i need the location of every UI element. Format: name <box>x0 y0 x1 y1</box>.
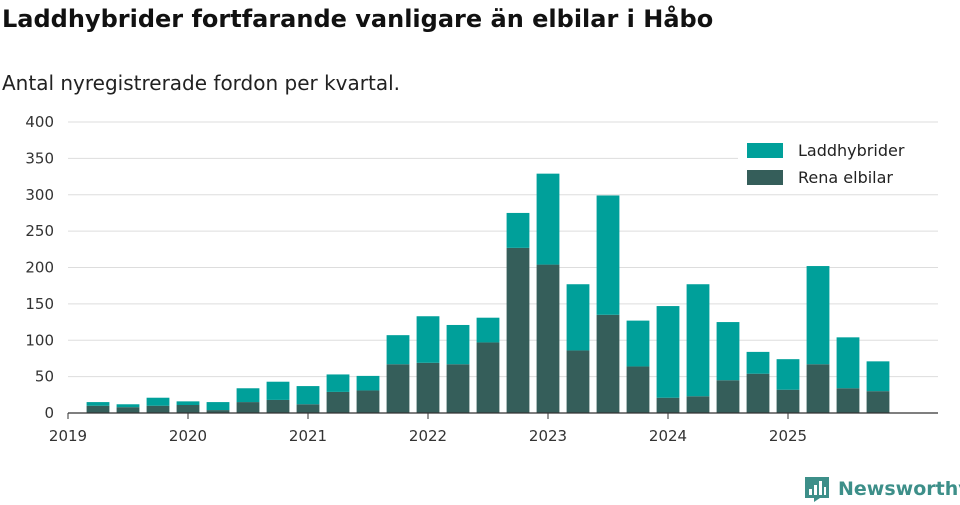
bar-rena-elbilar-20 <box>656 397 680 413</box>
chart-title: Laddhybrider fortfarande vanligare än el… <box>2 5 714 33</box>
x-tick-label: 2021 <box>289 427 327 445</box>
x-axis: 2019 2020 2021 2022 2023 2024 2025 <box>49 412 938 445</box>
x-tick-label: 2023 <box>529 427 567 445</box>
bar-laddhybrider-25 <box>806 266 830 365</box>
bar-laddhybrider-6 <box>236 388 260 403</box>
y-tick-label: 0 <box>44 404 54 422</box>
y-tick-label: 50 <box>35 368 54 386</box>
bar-rena-elbilar-27 <box>866 391 890 413</box>
y-tick-label: 400 <box>25 113 54 131</box>
bar-laddhybrider-27 <box>866 361 890 392</box>
bar-laddhybrider-19 <box>626 320 650 367</box>
bar-laddhybrider-22 <box>716 322 740 381</box>
x-tick-label: 2020 <box>169 427 207 445</box>
bar-laddhybrider-12 <box>416 316 440 363</box>
bar-laddhybrider-23 <box>746 351 770 374</box>
bar-rena-elbilar-22 <box>716 380 740 413</box>
legend-swatch <box>747 170 783 185</box>
bar-laddhybrider-5 <box>206 402 230 411</box>
bar-laddhybrider-16 <box>536 173 560 265</box>
bar-rena-elbilar-4 <box>176 404 200 413</box>
legend: Laddhybrider Rena elbilar <box>738 134 938 194</box>
bar-rena-elbilar-18 <box>596 314 620 413</box>
bar-rena-elbilar-11 <box>386 364 410 413</box>
x-tick-label: 2019 <box>49 427 87 445</box>
bar-rena-elbilar-10 <box>356 390 380 413</box>
y-tick-label: 350 <box>25 149 54 167</box>
y-axis-ticks: 0 50 100 150 200 250 300 350 400 <box>25 113 54 422</box>
bar-rena-elbilar-5 <box>206 410 230 413</box>
bar-laddhybrider-15 <box>506 212 530 248</box>
bar-rena-elbilar-17 <box>566 350 590 413</box>
bar-rena-elbilar-25 <box>806 364 830 413</box>
bar-laddhybrider-17 <box>566 284 590 351</box>
legend-label: Rena elbilar <box>798 168 893 187</box>
x-tick-label: 2024 <box>649 427 687 445</box>
bar-laddhybrider-21 <box>686 284 710 397</box>
bar-laddhybrider-13 <box>446 324 470 365</box>
bar-rena-elbilar-14 <box>476 342 500 413</box>
bar-laddhybrider-7 <box>266 381 290 400</box>
bar-rena-elbilar-19 <box>626 366 650 413</box>
x-tick-label: 2025 <box>769 427 807 445</box>
bar-rena-elbilar-8 <box>296 404 320 413</box>
x-tick-label: 2022 <box>409 427 447 445</box>
bar-laddhybrider-24 <box>776 359 800 390</box>
bar-rena-elbilar-1 <box>86 405 110 413</box>
bar-laddhybrider-11 <box>386 335 410 365</box>
bar-rena-elbilar-15 <box>506 247 530 413</box>
bar-laddhybrider-3 <box>146 397 170 406</box>
bar-rena-elbilar-16 <box>536 264 560 413</box>
bar-rena-elbilar-21 <box>686 396 710 413</box>
bar-series <box>86 173 890 413</box>
stacked-bar-chart: 0 50 100 150 200 250 300 350 400 2019 2020 2021 202… <box>25 113 938 445</box>
bar-rena-elbilar-23 <box>746 373 770 413</box>
bar-laddhybrider-26 <box>836 337 860 389</box>
bar-rena-elbilar-26 <box>836 388 860 413</box>
newsworthy-logo: Newsworthy <box>804 474 960 504</box>
bar-laddhybrider-1 <box>86 402 110 406</box>
bar-rena-elbilar-3 <box>146 405 170 413</box>
bar-rena-elbilar-9 <box>326 391 350 413</box>
legend-swatch <box>747 143 783 158</box>
y-tick-label: 300 <box>25 186 54 204</box>
y-tick-label: 250 <box>25 222 54 240</box>
bar-rena-elbilar-7 <box>266 399 290 413</box>
bar-rena-elbilar-2 <box>116 407 140 413</box>
bar-rena-elbilar-12 <box>416 362 440 413</box>
y-tick-label: 100 <box>25 331 54 349</box>
bar-laddhybrider-9 <box>326 374 350 392</box>
bar-rena-elbilar-13 <box>446 364 470 413</box>
bar-laddhybrider-14 <box>476 317 500 343</box>
bar-rena-elbilar-6 <box>236 402 260 413</box>
y-tick-label: 150 <box>25 295 54 313</box>
bar-laddhybrider-4 <box>176 401 200 405</box>
bar-laddhybrider-10 <box>356 375 380 391</box>
legend-label: Laddhybrider <box>798 141 905 160</box>
bar-laddhybrider-8 <box>296 386 320 405</box>
brand-name: Newsworthy <box>838 478 960 500</box>
bar-laddhybrider-18 <box>596 195 620 315</box>
bar-laddhybrider-20 <box>656 306 680 398</box>
y-tick-label: 200 <box>25 259 54 277</box>
chart-subtitle: Antal nyregistrerade fordon per kvartal. <box>2 71 401 95</box>
bar-rena-elbilar-24 <box>776 389 800 413</box>
newsworthy-icon <box>805 477 829 502</box>
bar-laddhybrider-2 <box>116 404 140 408</box>
